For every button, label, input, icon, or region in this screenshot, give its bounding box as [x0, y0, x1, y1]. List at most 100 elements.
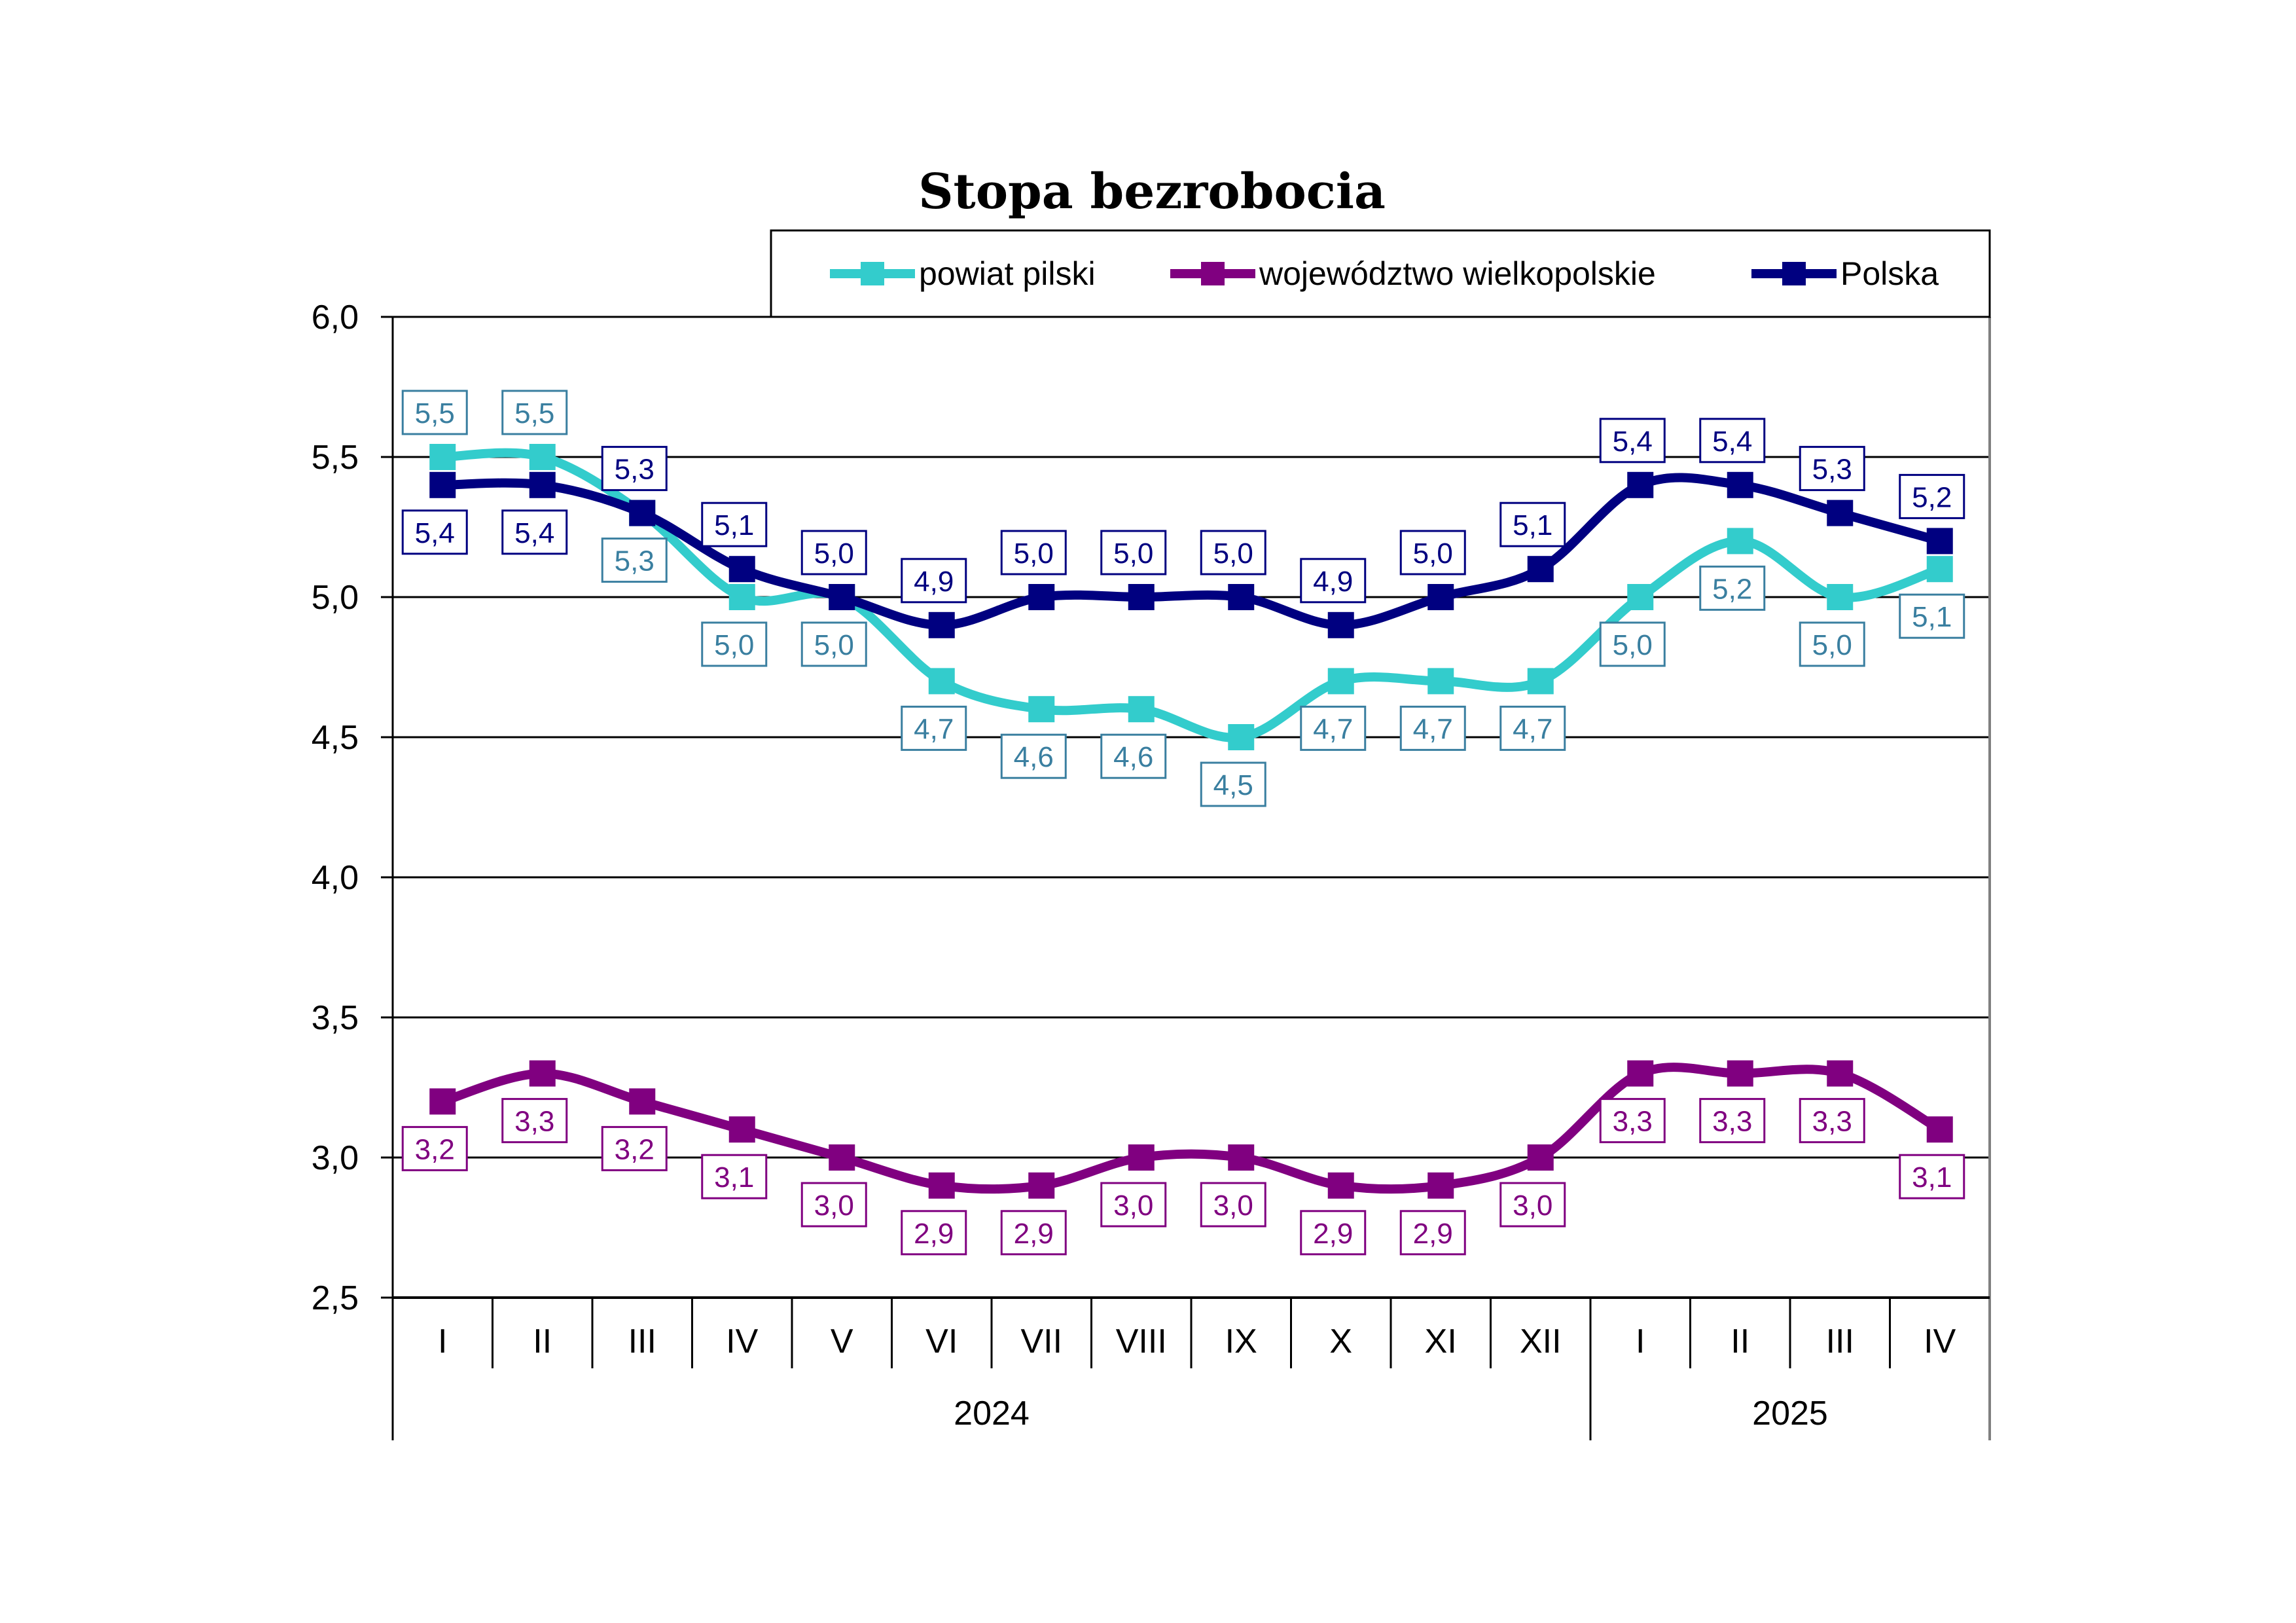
data-point-marker — [1827, 584, 1854, 610]
data-label: 3,0 — [1200, 1182, 1266, 1228]
data-label: 3,3 — [501, 1098, 568, 1144]
y-tick-label: 6,0 — [312, 299, 359, 337]
data-label-text: 2,9 — [914, 1218, 954, 1250]
data-label-text: 2,9 — [1014, 1218, 1054, 1250]
data-point-marker — [829, 584, 855, 610]
y-tick-label: 2,5 — [312, 1279, 359, 1317]
data-label-text: 4,7 — [914, 713, 954, 745]
data-point-marker — [1228, 1144, 1255, 1171]
series-polska — [429, 471, 1953, 638]
data-label: 4,7 — [1499, 705, 1566, 751]
data-label: 4,5 — [1200, 761, 1266, 807]
data-label-box — [1899, 1154, 1965, 1199]
x-tick-label: IV — [1924, 1322, 1956, 1360]
data-label-box — [901, 705, 967, 751]
data-label-text: 5,4 — [1712, 426, 1752, 458]
data-label-box — [1499, 1182, 1566, 1228]
data-label-text: 5,0 — [1613, 629, 1653, 661]
data-label-box — [1399, 705, 1466, 751]
data-label: 5,3 — [1799, 446, 1865, 492]
x-tick-label: X — [1329, 1322, 1352, 1360]
data-label: 5,5 — [501, 390, 568, 435]
data-label: 5,0 — [1399, 530, 1466, 575]
data-label-text: 2,9 — [1313, 1218, 1353, 1250]
data-label-text: 3,0 — [814, 1190, 854, 1222]
series-line — [438, 1063, 1945, 1194]
data-point-marker — [728, 556, 755, 583]
data-label: 5,2 — [1899, 473, 1965, 519]
data-label-text: 3,3 — [1712, 1106, 1752, 1138]
data-label-text: 3,2 — [415, 1133, 455, 1165]
y-tick-label: 4,0 — [312, 859, 359, 897]
data-label-box — [800, 530, 867, 575]
data-label-text: 4,7 — [1513, 713, 1552, 745]
y-tick-label: 4,5 — [312, 719, 359, 757]
data-label-box — [1200, 530, 1266, 575]
data-point-marker — [1926, 1116, 1953, 1143]
data-label-box — [501, 509, 568, 555]
data-label-box — [1000, 530, 1067, 575]
data-label-box — [601, 1125, 668, 1171]
y-tick-label: 3,0 — [312, 1139, 359, 1177]
data-label-box — [1699, 1098, 1766, 1144]
data-label-box — [1799, 1098, 1865, 1144]
x-tick-label: VII — [1020, 1322, 1062, 1360]
data-label-text: 4,9 — [1313, 566, 1353, 598]
data-label: 3,0 — [800, 1182, 867, 1228]
data-label-text: 5,0 — [1413, 538, 1453, 570]
data-label-text: 4,7 — [1313, 713, 1353, 745]
data-point-marker — [1827, 1060, 1854, 1087]
data-point-marker — [1327, 668, 1354, 695]
data-label: 3,1 — [701, 1154, 768, 1199]
data-point-marker — [1028, 1172, 1055, 1199]
data-point-marker — [1327, 1172, 1354, 1199]
x-tick-label: XII — [1520, 1322, 1562, 1360]
data-label-text: 5,0 — [814, 629, 854, 661]
data-label-text: 5,4 — [1613, 426, 1653, 458]
data-label: 5,4 — [1599, 418, 1666, 464]
data-label-box — [501, 390, 568, 435]
data-label-text: 5,0 — [814, 538, 854, 570]
data-point-marker — [429, 471, 456, 498]
data-label: 4,9 — [901, 558, 967, 604]
data-point-marker — [829, 1144, 855, 1171]
data-label-text: 3,0 — [1513, 1190, 1552, 1222]
legend-marker — [1201, 262, 1225, 285]
data-label-box — [1100, 733, 1167, 779]
data-label-box — [401, 1125, 468, 1171]
data-label-text: 5,2 — [1712, 573, 1752, 605]
data-label-text: 4,9 — [914, 566, 954, 598]
x-tick-label: VIII — [1116, 1322, 1167, 1360]
data-label-box — [800, 1182, 867, 1228]
data-label-text: 5,2 — [1912, 481, 1952, 513]
data-label: 5,1 — [1499, 501, 1566, 547]
data-label: 5,0 — [1200, 530, 1266, 575]
data-label-box — [1499, 501, 1566, 547]
labels-powiat-pilski: 5,5 5,55,35,0 5,04,74,6 4,64,54,7 4,7 4,75,05… — [401, 390, 1965, 807]
series-line — [438, 473, 1945, 630]
y-tick-label: 3,5 — [312, 999, 359, 1037]
data-point-marker — [1327, 611, 1354, 638]
y-tick-label: 5,0 — [312, 579, 359, 617]
data-label: 5,4 — [501, 509, 568, 555]
data-label-box — [701, 501, 768, 547]
legend-item-powiat-pilski: powiat pilski — [830, 255, 1096, 292]
legend-marker — [1782, 262, 1806, 285]
x-tick-label: I — [1636, 1322, 1645, 1360]
data-label-text: 4,5 — [1213, 769, 1253, 801]
data-label-text: 5,1 — [1912, 601, 1952, 633]
data-label-text: 5,0 — [1113, 538, 1153, 570]
data-label-text: 5,0 — [1812, 629, 1852, 661]
data-label: 5,3 — [601, 538, 668, 583]
data-label-box — [1000, 733, 1067, 779]
data-point-marker — [1228, 584, 1255, 610]
data-point-marker — [1926, 556, 1953, 583]
data-label-box — [1599, 418, 1666, 464]
data-label: 4,9 — [1300, 558, 1367, 604]
data-label-box — [1899, 473, 1965, 519]
data-label-text: 3,3 — [1812, 1106, 1852, 1138]
data-label: 3,1 — [1899, 1154, 1965, 1199]
data-point-marker — [1627, 1060, 1654, 1087]
data-label: 3,2 — [401, 1125, 468, 1171]
data-label-text: 3,0 — [1113, 1190, 1153, 1222]
